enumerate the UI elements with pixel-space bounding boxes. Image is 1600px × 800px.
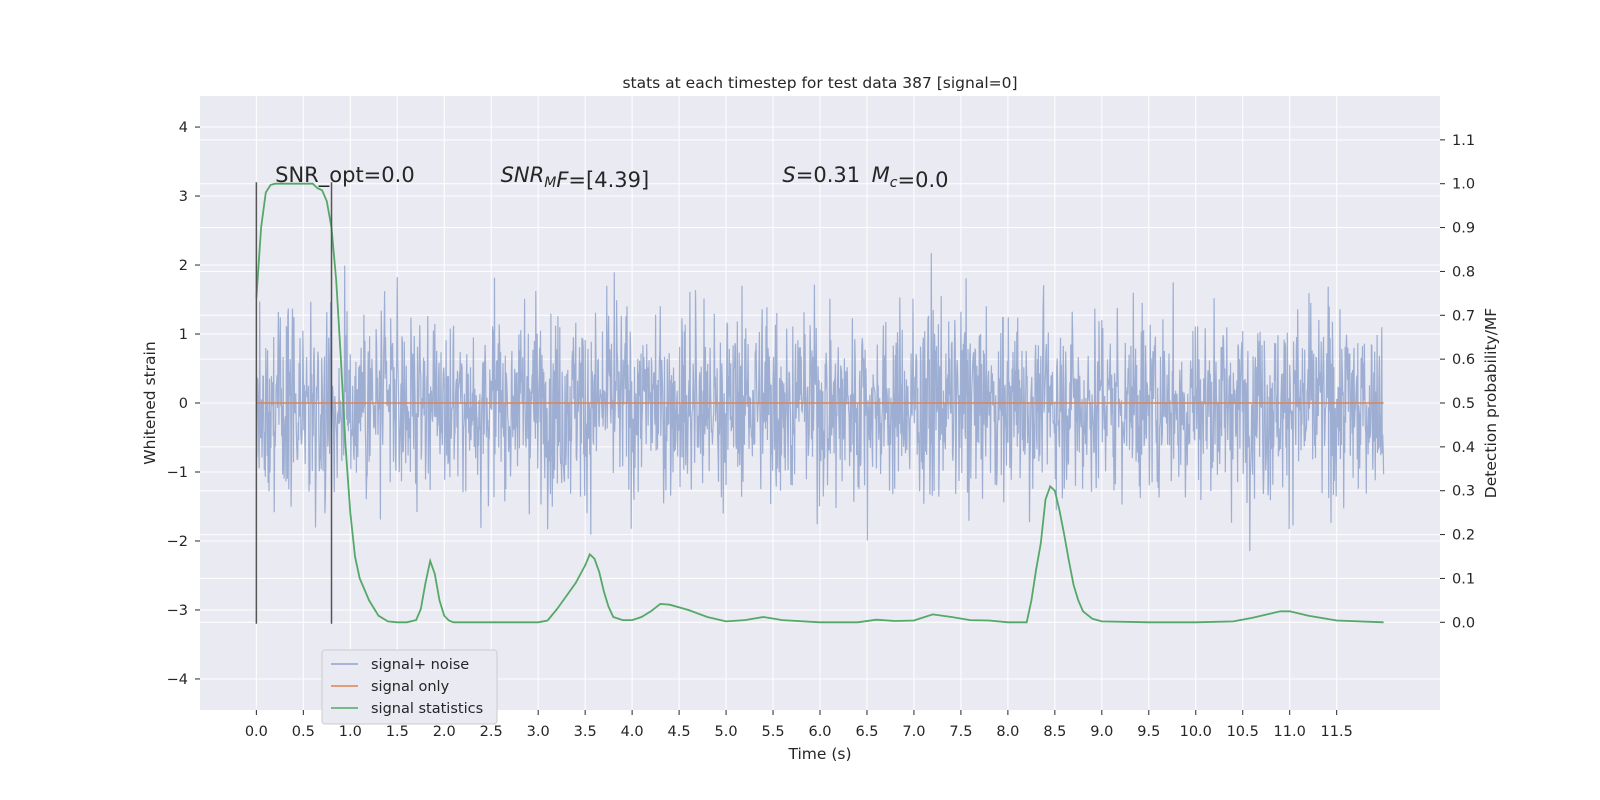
y-right-tick-label: 1.0 <box>1452 177 1475 193</box>
vertical-markers <box>255 182 333 624</box>
x-tick-label: 8.0 <box>996 724 1019 740</box>
x-tick-label: 9.0 <box>1090 724 1113 740</box>
y-tick-label: −1 <box>167 465 188 481</box>
series-layer <box>255 182 1385 624</box>
y-right-tick-label: 0.2 <box>1452 528 1475 544</box>
y-axis-right-label: Detection probability/MF <box>1482 308 1500 499</box>
y-right-tick-label: 0.9 <box>1452 221 1475 237</box>
y-right-tick-label: 0.1 <box>1452 571 1475 587</box>
x-tick-label: 0.0 <box>245 724 268 740</box>
y-tick-label: −3 <box>167 603 188 619</box>
y-right-tick-label: 0.5 <box>1452 396 1475 412</box>
annotation-s-stat: S=0.31 <box>782 163 860 187</box>
chart-title: stats at each timestep for test data 387… <box>622 74 1017 92</box>
y-right-tick-label: 0.3 <box>1452 484 1475 500</box>
legend-box <box>321 649 498 725</box>
series-line-signal-noise <box>255 253 1385 552</box>
x-tick-label: 4.0 <box>621 724 644 740</box>
y-right-tick-label: 0.0 <box>1452 615 1475 631</box>
x-tick-label: 6.0 <box>808 724 831 740</box>
y-right-tick-label: 0.6 <box>1452 352 1475 368</box>
y-right-tick-label: 0.8 <box>1452 264 1475 280</box>
legend: signal+ noise signal only signal statist… <box>321 649 498 725</box>
y-tick-label: 2 <box>179 258 188 274</box>
legend-label-signal-noise: signal+ noise <box>371 657 469 673</box>
x-tick-label: 5.0 <box>715 724 738 740</box>
series-line-signal-statistics <box>255 182 1384 624</box>
bottom-axis-ticks: 0.0 0.5 1.0 1.5 2.0 2.5 3.0 3.5 4.0 4.5 5.0 5.5 6.0 6… <box>245 710 1353 740</box>
y-tick-label: 0 <box>179 396 188 412</box>
x-tick-label: 3.0 <box>527 724 550 740</box>
x-tick-label: 1.0 <box>339 724 362 740</box>
annotations: SNR_opt=0.0 SNRMF=[4.39] S=0.31 Mc=0.0 <box>275 163 948 192</box>
x-tick-label: 4.5 <box>668 724 691 740</box>
y-right-tick-label: 1.1 <box>1452 133 1475 149</box>
x-tick-label: 1.5 <box>386 724 409 740</box>
annotation-mc: Mc=0.0 <box>872 163 949 192</box>
x-tick-label: 11.5 <box>1321 724 1353 740</box>
x-tick-label: 10.5 <box>1227 724 1259 740</box>
y-tick-label: 1 <box>179 327 188 343</box>
x-tick-label: 2.0 <box>433 724 456 740</box>
y-tick-label: −4 <box>167 672 188 688</box>
right-axis-ticks: 0.0 0.1 0.2 0.3 0.4 0.5 0.6 0.7 0.8 0.9 1.0 1.1 <box>1440 133 1475 631</box>
legend-label-signal-statistics: signal statistics <box>371 701 483 717</box>
x-tick-label: 9.5 <box>1137 724 1160 740</box>
x-tick-label: 8.5 <box>1043 724 1066 740</box>
x-tick-label: 2.5 <box>480 724 503 740</box>
x-tick-label: 0.5 <box>292 724 315 740</box>
y-right-tick-label: 0.7 <box>1452 308 1475 324</box>
x-tick-label: 7.0 <box>902 724 925 740</box>
x-tick-label: 5.5 <box>761 724 784 740</box>
x-tick-label: 11.0 <box>1274 724 1306 740</box>
y-tick-label: −2 <box>167 534 188 550</box>
y-axis-label: Whitened strain <box>141 341 159 464</box>
x-tick-label: 10.0 <box>1180 724 1212 740</box>
annotation-snr-opt: SNR_opt=0.0 <box>275 163 415 188</box>
left-axis-ticks: −4 −3 −2 −1 0 1 2 3 4 <box>167 120 200 688</box>
y-tick-label: 3 <box>179 189 188 205</box>
x-tick-label: 3.5 <box>574 724 597 740</box>
annotation-snr-mf: SNRMF=[4.39] <box>501 163 650 192</box>
y-right-tick-label: 0.4 <box>1452 440 1475 456</box>
x-tick-label: 6.5 <box>855 724 878 740</box>
x-axis-label: Time (s) <box>787 745 851 763</box>
y-tick-label: 4 <box>179 120 188 136</box>
legend-label-signal-only: signal only <box>371 679 450 695</box>
x-tick-label: 7.5 <box>949 724 972 740</box>
